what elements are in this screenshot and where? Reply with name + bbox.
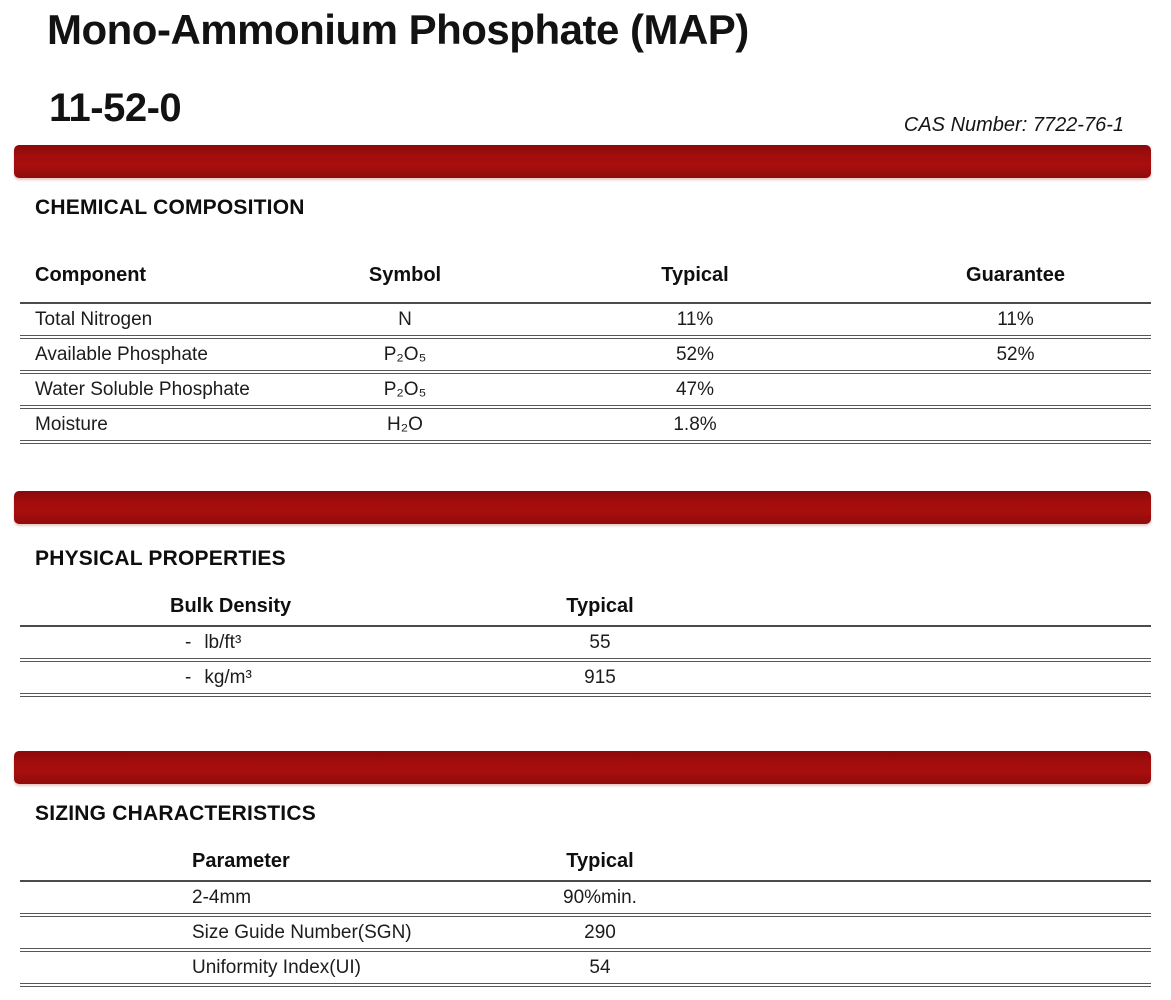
section-divider-bar: [14, 751, 1151, 784]
table-header-row: Bulk Density Typical: [20, 588, 1151, 627]
column-header-spacer: [750, 843, 1151, 882]
sizing-characteristics-table: Parameter Typical 2-4mm 90%min. Size Guide…: [20, 843, 1151, 987]
table-cell: Water Soluble Phosphate: [20, 372, 300, 409]
page-title: Mono-Ammonium Phosphate (MAP): [47, 6, 749, 53]
spacer-cell: [750, 915, 1151, 952]
spacer-cell: [750, 626, 1151, 662]
cas-number: CAS Number: 7722-76-1: [903, 114, 1124, 136]
parameter-cell: 2-4mm: [20, 881, 450, 917]
parameter-cell: Uniformity Index(UI): [20, 950, 450, 987]
section-heading-chemical-composition: CHEMICAL COMPOSITION: [35, 196, 305, 219]
parameter-cell: Size Guide Number(SGN): [20, 915, 450, 952]
table-cell: Available Phosphate: [20, 337, 300, 374]
npk-grade: 11-52-0: [49, 86, 182, 130]
column-header-component: Component: [20, 248, 300, 304]
unit-cell: - lb/ft³: [20, 626, 450, 662]
table-cell: 52%: [510, 337, 880, 374]
table-row: Total Nitrogen N 11% 11%: [20, 303, 1151, 339]
value-cell: 915: [450, 660, 750, 697]
value-cell: 90%min.: [450, 881, 750, 917]
table-cell: P₂O₅: [300, 337, 510, 374]
table-cell: 11%: [510, 303, 880, 339]
table-row: Uniformity Index(UI) 54: [20, 950, 1151, 987]
table-cell: 1.8%: [510, 407, 880, 444]
physical-properties-table: Bulk Density Typical - lb/ft³ 55- kg/m³ 915: [20, 588, 1151, 697]
column-header-bulk-density: Bulk Density: [20, 588, 450, 627]
section-heading-sizing-characteristics: SIZING CHARACTERISTICS: [35, 802, 316, 825]
chemical-composition-table: Component Symbol Typical Guarantee Total…: [20, 248, 1151, 444]
table-header-row: Parameter Typical: [20, 843, 1151, 882]
column-header-spacer: [750, 588, 1151, 627]
column-header-symbol: Symbol: [300, 248, 510, 304]
list-dash: -: [185, 666, 192, 688]
table-cell: [880, 372, 1151, 409]
column-header-typical: Typical: [450, 588, 750, 627]
spacer-cell: [750, 950, 1151, 987]
section-divider-bar: [14, 145, 1151, 178]
table-row: - lb/ft³ 55: [20, 626, 1151, 662]
table-cell: Moisture: [20, 407, 300, 444]
section-divider-bar: [14, 491, 1151, 524]
column-header-typical: Typical: [450, 843, 750, 882]
table-cell: 11%: [880, 303, 1151, 339]
table-row: - kg/m³ 915: [20, 660, 1151, 697]
unit-label: lb/ft³: [204, 631, 242, 653]
table-row: 2-4mm 90%min.: [20, 881, 1151, 917]
unit-cell: - kg/m³: [20, 660, 450, 697]
table-cell: Total Nitrogen: [20, 303, 300, 339]
section-heading-physical-properties: PHYSICAL PROPERTIES: [35, 547, 286, 570]
value-cell: 54: [450, 950, 750, 987]
table-row: Water Soluble Phosphate P₂O₅ 47%: [20, 372, 1151, 409]
table-header-row: Component Symbol Typical Guarantee: [20, 248, 1151, 304]
column-header-guarantee: Guarantee: [880, 248, 1151, 304]
table-cell: 47%: [510, 372, 880, 409]
spacer-cell: [750, 660, 1151, 697]
table-cell: [880, 407, 1151, 444]
table-row: Moisture H₂O 1.8%: [20, 407, 1151, 444]
spacer-cell: [750, 881, 1151, 917]
value-cell: 290: [450, 915, 750, 952]
table-row: Size Guide Number(SGN) 290: [20, 915, 1151, 952]
value-cell: 55: [450, 626, 750, 662]
table-cell: N: [300, 303, 510, 339]
list-dash: -: [185, 631, 192, 653]
table-row: Available Phosphate P₂O₅ 52% 52%: [20, 337, 1151, 374]
column-header-parameter: Parameter: [20, 843, 450, 882]
table-cell: H₂O: [300, 407, 510, 444]
unit-label: kg/m³: [204, 666, 252, 688]
table-cell: P₂O₅: [300, 372, 510, 409]
table-cell: 52%: [880, 337, 1151, 374]
column-header-typical: Typical: [510, 248, 880, 304]
